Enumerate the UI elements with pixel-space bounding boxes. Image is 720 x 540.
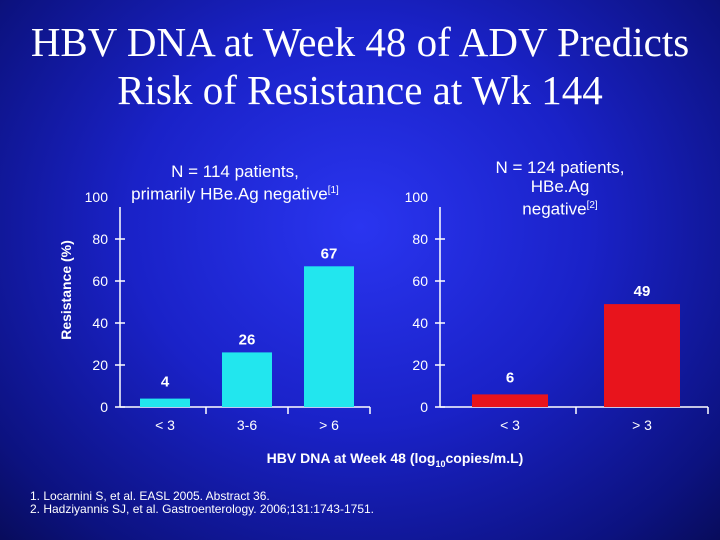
right-y-tick-label: 20 (412, 357, 428, 373)
slide-title: HBV DNA at Week 48 of ADV Predicts Risk … (0, 18, 720, 114)
left-value-label: 67 (321, 245, 338, 262)
left-y-tick-label: 40 (92, 315, 108, 331)
left-bar (222, 352, 272, 407)
left-bar (140, 398, 190, 407)
left-chart-subtitle-reference: [1] (327, 185, 339, 196)
right-chart-subtitle-line-2: HBe.Ag (530, 177, 590, 196)
right-chart-subtitle-reference: [2] (586, 200, 598, 211)
left-y-tick-label: 60 (92, 273, 108, 289)
right-value-label: 6 (506, 369, 514, 386)
left-y-tick-label: 0 (100, 399, 108, 415)
left-y-tick-label: 80 (92, 231, 108, 247)
left-value-label: 4 (161, 374, 170, 391)
right-category-label: < 3 (500, 417, 520, 433)
right-bar (604, 304, 680, 407)
left-chart-subtitle-line-1: N = 114 patients, (171, 162, 299, 181)
left-y-tick-label: 20 (92, 357, 108, 373)
references: 1. Locarnini S, et al. EASL 2005. Abstra… (30, 490, 374, 516)
right-y-tick-label: 80 (412, 231, 428, 247)
right-chart-subtitle-line-1: N = 124 patients, (495, 158, 625, 177)
right-chart-subtitle: N = 124 patients, HBe.Ag negative[2] (470, 158, 650, 219)
reference-1: 1. Locarnini S, et al. EASL 2005. Abstra… (30, 489, 270, 503)
right-y-tick-label: 0 (420, 399, 428, 415)
left-category-label: < 3 (155, 417, 175, 433)
right-category-label: > 3 (632, 417, 652, 433)
x-axis-title: HBV DNA at Week 48 (log10copies/m.L) (266, 450, 524, 469)
right-y-tick-label: 40 (412, 315, 428, 331)
right-y-tick-label: 60 (412, 273, 428, 289)
right-y-tick-label: 100 (405, 189, 429, 205)
right-chart-subtitle-line-3: negative (522, 199, 587, 219)
left-category-label: 3-6 (237, 417, 257, 433)
left-bar (304, 266, 354, 407)
right-value-label: 49 (634, 283, 651, 300)
title-line-2: Risk of Resistance at Wk 144 (117, 67, 603, 113)
right-bar (472, 394, 548, 407)
left-chart-subtitle-line-2: primarily HBe.Ag negative (131, 184, 328, 204)
reference-2: 2. Hadziyannis SJ, et al. Gastroenterolo… (30, 502, 374, 516)
title-line-1: HBV DNA at Week 48 of ADV Predicts (30, 19, 690, 65)
left-y-tick-label: 100 (85, 189, 109, 205)
left-chart-subtitle: N = 114 patients, primarily HBe.Ag negati… (130, 162, 340, 204)
left-category-label: > 6 (319, 417, 339, 433)
left-value-label: 26 (239, 331, 256, 348)
